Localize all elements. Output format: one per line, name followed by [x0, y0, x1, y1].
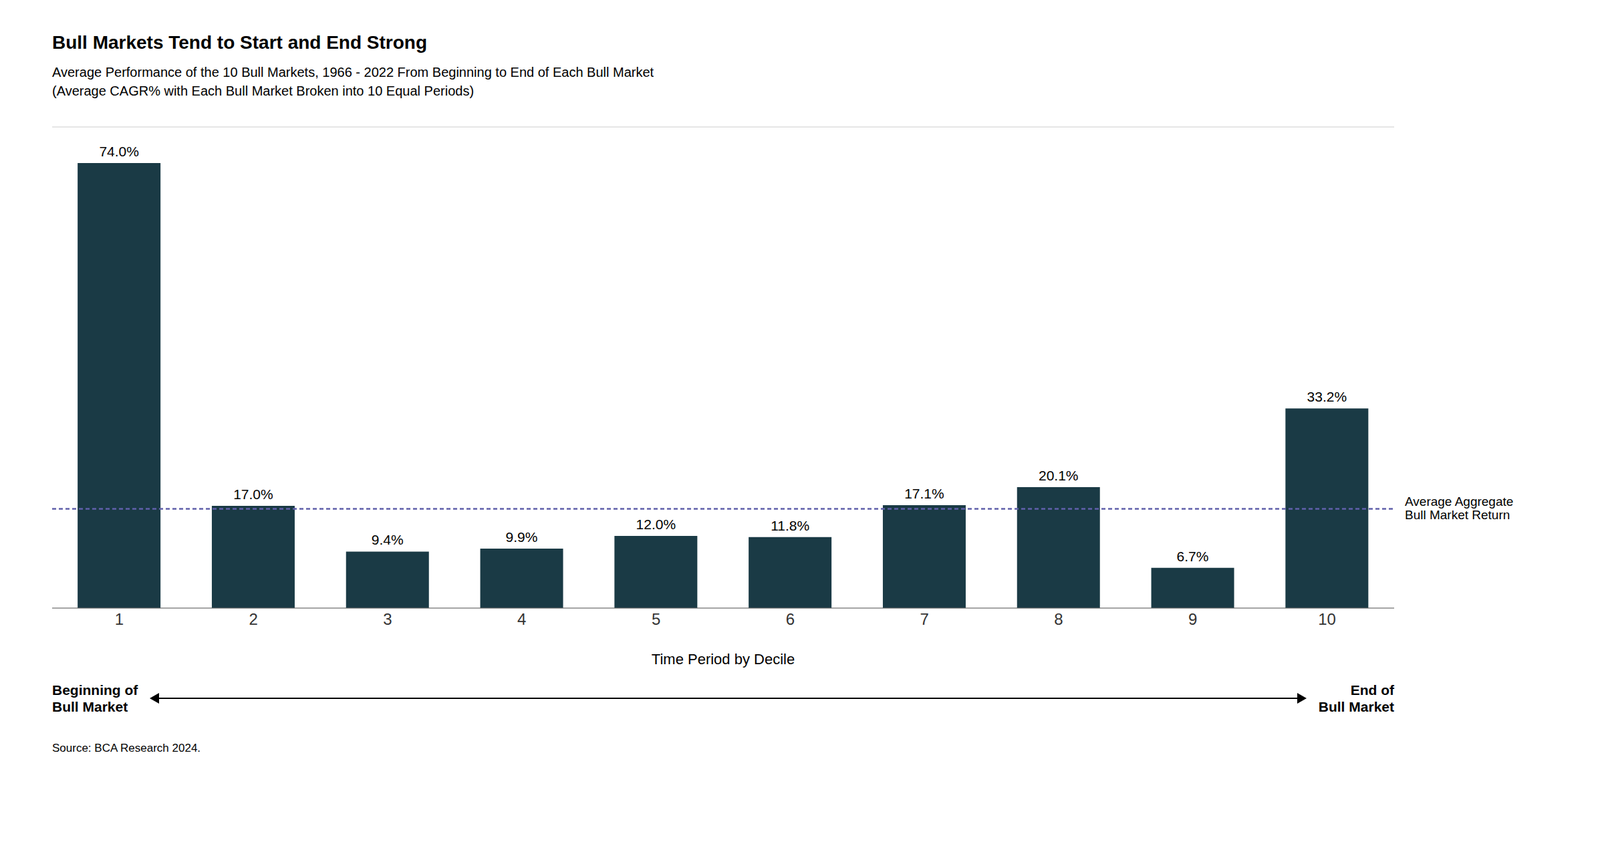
- svg-text:12.0%: 12.0%: [636, 516, 677, 532]
- svg-text:9.9%: 9.9%: [505, 529, 539, 545]
- html-text:Source: BCA Research 2024.: Source: BCA Research 2024.: [52, 741, 201, 755]
- svg-text:7: 7: [920, 610, 929, 629]
- html-text:Beginning of: Beginning of: [52, 682, 138, 698]
- svg-text:6: 6: [785, 610, 795, 629]
- svg-text:2: 2: [249, 610, 258, 629]
- svg-text:3: 3: [382, 610, 392, 629]
- html-text:(Average CAGR% with Each Bull: (Average CAGR% with Each Bull Market Bro…: [52, 83, 474, 99]
- html-text:End of: End of: [1350, 682, 1395, 698]
- html-text:Average Performance of the 10: Average Performance of the 10 Bull Marke…: [52, 64, 654, 80]
- html-text:Bull Market: Bull Market: [1318, 699, 1395, 715]
- svg-text:5: 5: [651, 610, 661, 629]
- svg-text:33.2%: 33.2%: [1307, 388, 1348, 405]
- svg-text:74.0%: 74.0%: [98, 143, 140, 160]
- svg-text:8: 8: [1053, 610, 1063, 629]
- svg-text:9: 9: [1188, 610, 1197, 629]
- svg-text:1: 1: [114, 610, 124, 629]
- svg-text:10: 10: [1317, 610, 1337, 629]
- html-text:Bull Markets Tend to Start and: Bull Markets Tend to Start and End Stron…: [52, 32, 428, 53]
- svg-text:6.7%: 6.7%: [1176, 548, 1210, 565]
- svg-text:17.0%: 17.0%: [233, 486, 274, 502]
- svg-text:17.1%: 17.1%: [904, 485, 945, 502]
- svg-text:Average AggregateBull Market R: Average AggregateBull Market Return: [1404, 494, 1514, 522]
- svg-text:Time Period by Decile: Time Period by Decile: [651, 650, 795, 668]
- svg-text:9.4%: 9.4%: [371, 531, 404, 548]
- svg-text:4: 4: [517, 610, 526, 629]
- svg-text:20.1%: 20.1%: [1038, 467, 1079, 484]
- html-text:Bull Market: Bull Market: [52, 699, 128, 715]
- svg-text:11.8%: 11.8%: [770, 517, 810, 534]
